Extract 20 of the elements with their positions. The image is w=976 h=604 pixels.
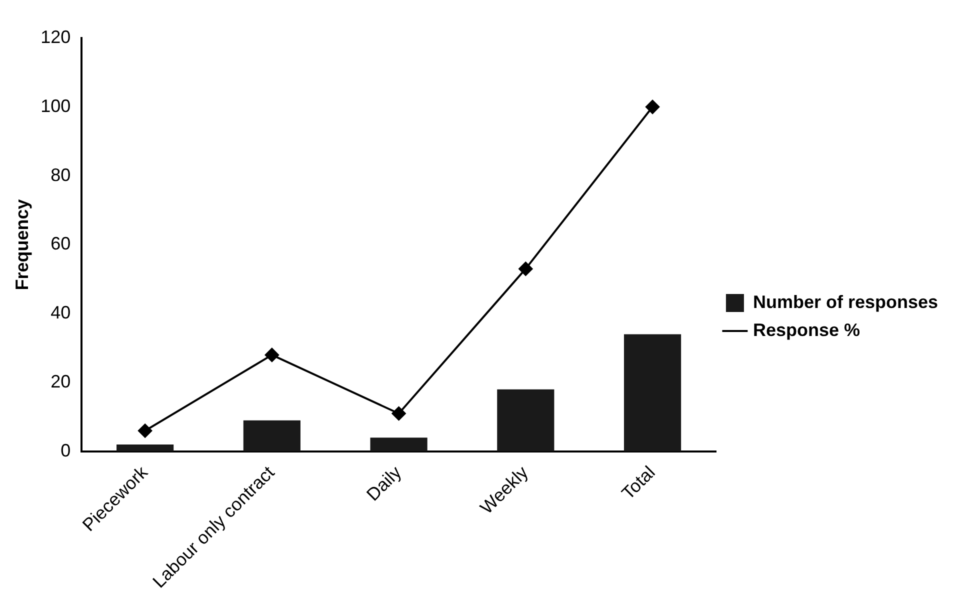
y-tick-label: 60 [50,234,71,254]
legend-label: Response % [752,320,860,340]
bar [116,444,174,452]
point [138,424,152,438]
point [264,348,279,362]
bar [243,420,300,452]
bar [370,438,428,452]
point [392,406,406,421]
point [646,100,660,114]
bar [624,334,682,452]
y-axis-title: Frequency [12,199,32,290]
point [518,262,533,276]
y-tick-label: 120 [40,26,71,47]
y-tick-label: 0 [60,440,71,460]
bar [497,389,554,452]
y-tick-label: 20 [50,371,71,392]
y-tick-label: 100 [40,96,71,116]
y-tick-label: 80 [50,164,71,185]
y-tick-label: 40 [50,302,71,323]
legend-label: Number of responses [752,292,938,312]
